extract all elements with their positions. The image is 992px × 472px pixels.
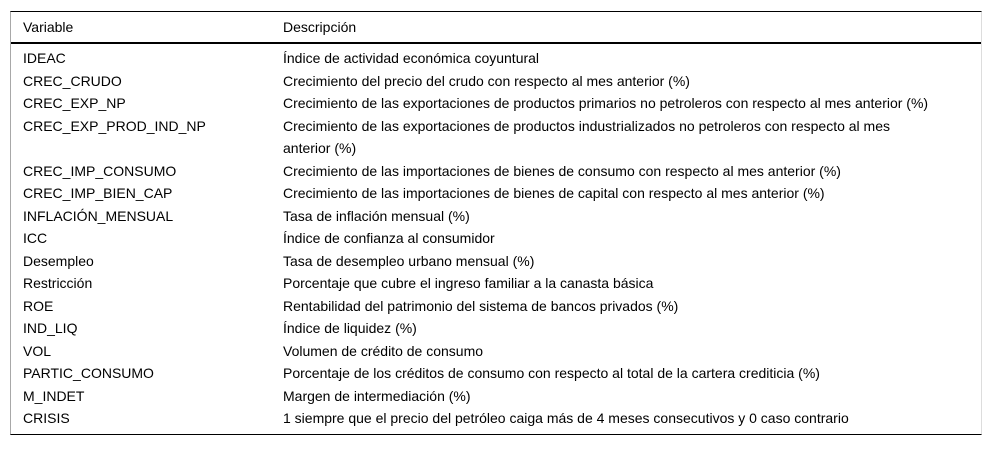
table-row: INFLACIÓN_MENSUAL Tasa de inflación mensu… — [11, 205, 981, 228]
descripcion-cell: Tasa de inflación mensual (%) — [283, 207, 470, 224]
variable-cell: Restricción — [23, 275, 93, 291]
variable-cell: INFLACIÓN_MENSUAL — [23, 207, 174, 224]
table-row: Desempleo Tasa de desempleo urbano mensua… — [11, 250, 981, 273]
variable-cell: Desempleo — [23, 252, 94, 269]
descripcion-cell: Crecimiento de las exportaciones de prod… — [283, 117, 890, 157]
descripcion-cell: Crecimiento de las importaciones de bien… — [283, 162, 841, 179]
variable-cell: CREC_EXP_NP — [23, 95, 126, 111]
table-row: CREC_EXP_PROD_IND_NP Crecimiento de las e… — [11, 115, 981, 160]
table-row: PARTIC_CONSUMO Porcentaje de los créditos… — [11, 362, 981, 385]
variables-table-frame: Variable Descripción IDEAC Índice de acti… — [10, 11, 982, 435]
descripcion-cell: Porcentaje de los créditos de consumo co… — [283, 365, 820, 381]
table-row: CREC_IMP_BIEN_CAP Crecimiento de las impo… — [11, 182, 981, 205]
variable-cell: M_INDET — [23, 387, 85, 404]
table-row: IND_LIQ Índice de liquidez (%) — [11, 317, 981, 340]
descripcion-cell: Porcentaje que cubre el ingreso familiar… — [283, 275, 654, 291]
table-row: CREC_EXP_NP Crecimiento de las exportacio… — [11, 92, 981, 115]
table-body: IDEAC Índice de actividad económica coyun… — [11, 43, 981, 434]
descripcion-cell: Rentabilidad del patrimonio del sistema … — [283, 297, 679, 314]
table-row: IDEAC Índice de actividad económica coyun… — [11, 43, 981, 70]
variable-cell: IND_LIQ — [23, 320, 78, 336]
variable-cell: CREC_IMP_BIEN_CAP — [23, 185, 173, 201]
descripcion-cell: Crecimiento de las exportaciones de prod… — [283, 95, 929, 111]
variable-cell: IDEAC — [23, 50, 66, 66]
variable-cell: CREC_IMP_CONSUMO — [23, 162, 177, 179]
descripcion-cell: Crecimiento del precio del crudo con res… — [283, 72, 690, 89]
header-row: Variable Descripción — [11, 12, 981, 44]
table-row: Restricción Porcentaje que cubre el ingre… — [11, 272, 981, 295]
descripcion-cell: 1 siempre que el precio del petróleo cai… — [283, 410, 849, 426]
descripcion-cell: Margen de intermediación (%) — [283, 387, 471, 404]
table-row: CREC_CRUDO Crecimiento del precio del cru… — [11, 70, 981, 93]
descripcion-cell: Índice de confianza al consumidor — [283, 230, 495, 246]
descripcion-cell: Índice de liquidez (%) — [283, 320, 417, 336]
variable-cell: PARTIC_CONSUMO — [23, 365, 154, 381]
table-row: CRISIS 1 siempre que el precio del petról… — [11, 407, 981, 434]
table-row: ICC Índice de confianza al consumidor — [11, 227, 981, 250]
variable-cell: ICC — [23, 230, 48, 246]
descripcion-cell: Índice de actividad económica coyuntural — [283, 50, 540, 66]
variable-cell: CREC_EXP_PROD_IND_NP — [23, 117, 206, 134]
descripcion-cell: Volumen de crédito de consumo — [283, 342, 484, 359]
column-header-descripcion: Descripción — [283, 12, 981, 44]
table-row: M_INDET Margen de intermediación (%) — [11, 385, 981, 408]
variables-table: Variable Descripción IDEAC Índice de acti… — [11, 12, 981, 434]
variable-cell: VOL — [23, 342, 52, 359]
table-row: CREC_IMP_CONSUMO Crecimiento de las impor… — [11, 160, 981, 183]
variable-cell: ROE — [23, 297, 54, 314]
descripcion-cell: Crecimiento de las importaciones de bien… — [283, 185, 825, 201]
column-header-variable: Variable — [11, 12, 283, 44]
table-row: ROE Rentabilidad del patrimonio del siste… — [11, 295, 981, 318]
variable-cell: CRISIS — [23, 410, 70, 426]
table-row: VOL Volumen de crédito de consumo — [11, 340, 981, 363]
descripcion-cell: Tasa de desempleo urbano mensual (%) — [283, 252, 535, 269]
variable-cell: CREC_CRUDO — [23, 72, 122, 89]
